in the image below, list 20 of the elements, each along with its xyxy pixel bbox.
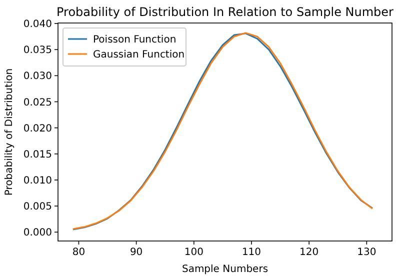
x-tick-label: 120 (300, 247, 319, 258)
y-tick-label: 0.005 (23, 202, 52, 213)
y-axis-title: Probability of Distribution (4, 68, 15, 196)
legend-label: Gaussian Function (93, 50, 185, 60)
y-tick-label: 0.010 (23, 175, 52, 186)
x-tick-label: 80 (72, 247, 86, 258)
x-tick-label: 110 (242, 247, 262, 258)
y-tick-label: 0.040 (23, 19, 52, 30)
legend-label: Poisson Function (93, 34, 176, 46)
y-tick-label: 0.015 (23, 149, 52, 160)
x-tick-label: 90 (130, 247, 143, 258)
y-tick-label: 0.030 (23, 71, 52, 82)
x-axis-title: Sample Numbers (182, 264, 268, 275)
chart-title: Probability of Distribution In Relation to Sample Number (56, 5, 394, 19)
x-tick-label: 100 (184, 247, 204, 258)
y-tick-label: 0.025 (23, 97, 52, 108)
y-tick-label: 0.035 (23, 45, 52, 56)
y-tick-label: 0.000 (23, 228, 52, 239)
y-tick-label: 0.020 (23, 123, 52, 134)
x-tick-label: 130 (357, 247, 376, 258)
